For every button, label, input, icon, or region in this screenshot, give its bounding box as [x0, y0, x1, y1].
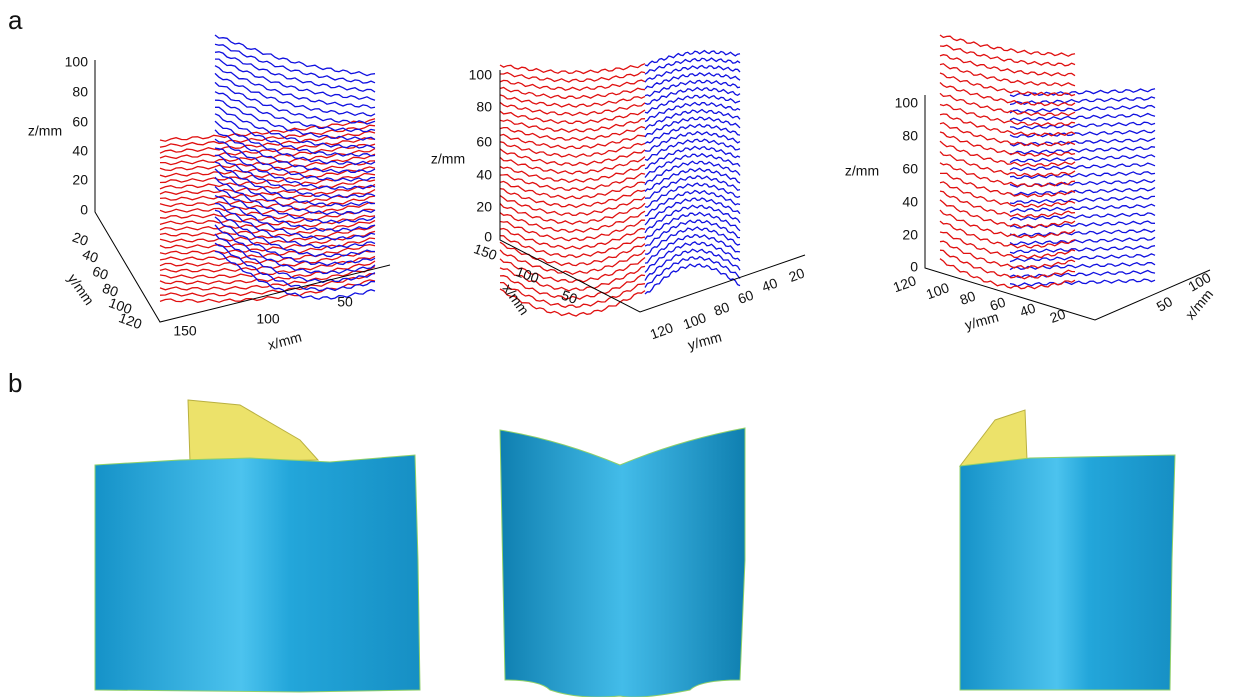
profile-curve — [1010, 106, 1155, 113]
axis-lines — [500, 70, 805, 312]
figure: a b 1008060402002040608010012015010050z/… — [0, 0, 1239, 697]
axis-label: x/mm — [1182, 286, 1216, 322]
profile-curve — [1010, 279, 1155, 286]
profile-curve — [160, 185, 375, 207]
profile-curve — [645, 161, 740, 185]
profile-curve — [1010, 147, 1155, 154]
tick-label: 100 — [895, 95, 919, 111]
surface — [95, 455, 420, 692]
profile-curve — [645, 168, 740, 191]
tick-label: 40 — [476, 167, 492, 183]
axis-label: x/mm — [500, 281, 533, 318]
tick-label: 60 — [902, 161, 918, 177]
profile-curve — [645, 80, 740, 96]
tick-label: 80 — [958, 288, 978, 308]
tick-label: 60 — [736, 287, 756, 307]
tick-label: 20 — [787, 265, 807, 285]
profile-curve — [500, 110, 645, 123]
profile-curve — [1010, 196, 1155, 203]
tick-label: 20 — [476, 199, 492, 215]
tick-label: 60 — [476, 134, 492, 150]
profile-curves — [160, 35, 1155, 316]
profile-curve — [500, 142, 645, 157]
tick-label: 50 — [1154, 293, 1176, 315]
profile-curve — [500, 220, 645, 241]
tick-label: 120 — [891, 272, 919, 295]
tick-label: 50 — [337, 294, 353, 310]
profile-curve — [1010, 155, 1155, 163]
profile-curve — [645, 212, 740, 239]
surface-edge — [188, 400, 318, 462]
profile-curve — [940, 141, 1075, 166]
tick-label: 120 — [117, 309, 145, 332]
surface — [500, 428, 745, 697]
profile-curve — [645, 146, 740, 168]
tick-label: 40 — [902, 194, 918, 210]
axis-label: z/mm — [845, 163, 879, 179]
tick-label: 40 — [72, 143, 88, 159]
profile-curve — [500, 119, 645, 133]
profile-curve — [1010, 172, 1155, 179]
tick-label: 20 — [72, 172, 88, 188]
profile-curve — [1010, 204, 1155, 212]
profile-curve — [500, 102, 645, 115]
profile-curve — [940, 35, 1075, 56]
tick-label: 100 — [681, 309, 709, 332]
tick-label: 80 — [476, 99, 492, 115]
tick-label: 100 — [65, 54, 89, 70]
tick-label: 0 — [80, 202, 88, 218]
tick-label: 100 — [469, 67, 493, 83]
profile-curve — [1010, 188, 1155, 196]
surface-edge — [960, 410, 1027, 466]
surface — [960, 455, 1175, 690]
profile-curve — [940, 73, 1075, 96]
profile-curve — [645, 176, 740, 199]
profile-curve — [1010, 213, 1155, 220]
tick-label: 150 — [173, 323, 197, 339]
profile-curve — [1010, 163, 1155, 170]
page: a b 1008060402002040608010012015010050z/… — [0, 0, 1239, 697]
tick-label: 120 — [648, 319, 676, 342]
profile-curve — [1010, 138, 1155, 146]
profile-curve — [940, 64, 1075, 86]
profile-curve — [500, 88, 645, 99]
profile-curve — [500, 80, 645, 90]
axis-lines — [925, 95, 1210, 320]
profile-curve — [1010, 254, 1155, 262]
tick-label: 100 — [924, 279, 952, 302]
profile-curve — [645, 51, 740, 66]
profile-curve — [500, 181, 645, 199]
panel-label: a — [8, 5, 23, 35]
tick-label: 80 — [712, 299, 732, 319]
axis-label: z/mm — [431, 151, 465, 167]
tick-label: 50 — [559, 287, 579, 307]
tick-label: 100 — [256, 311, 280, 327]
profile-curve — [500, 149, 645, 166]
tick-label: 20 — [902, 227, 918, 243]
tick-label: 60 — [72, 114, 88, 130]
profile-curve — [1010, 122, 1155, 129]
profile-curve — [645, 88, 740, 105]
axis-label: x/mm — [266, 329, 303, 353]
axis-label: z/mm — [28, 123, 62, 139]
tick-label: 20 — [1048, 306, 1068, 326]
profile-curve — [645, 264, 740, 294]
axis-label: y/mm — [686, 329, 723, 353]
profile-curve — [1010, 229, 1155, 236]
profile-curve — [645, 139, 740, 160]
tick-label: 40 — [760, 275, 780, 295]
tick-label: 40 — [1018, 300, 1038, 320]
tick-label: 80 — [72, 84, 88, 100]
tick-label: 150 — [472, 240, 500, 263]
tick-label: 80 — [902, 128, 918, 144]
axis-label: y/mm — [963, 309, 1000, 333]
panel-label: b — [8, 368, 22, 398]
profile-curve — [1010, 97, 1155, 105]
profile-curve — [1010, 237, 1155, 244]
profile-curve — [500, 64, 645, 74]
profile-curve — [645, 183, 740, 207]
profile-curve — [215, 59, 375, 100]
profile-curve — [500, 127, 645, 141]
